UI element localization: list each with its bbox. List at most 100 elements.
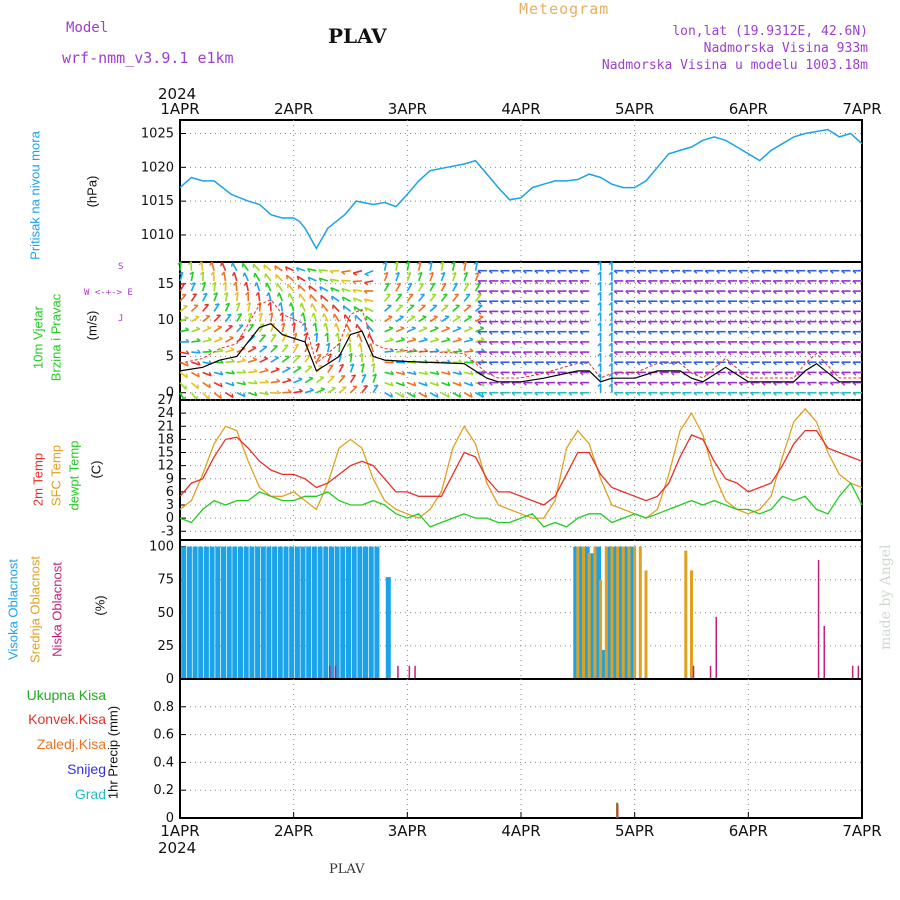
wind-barb-head <box>841 290 846 295</box>
wind-barb <box>299 293 306 302</box>
wind-barb-head <box>750 331 755 335</box>
wind-barb <box>429 282 436 292</box>
wind-barb <box>365 315 374 323</box>
wind-barb-head <box>511 290 516 295</box>
wind-barb-head <box>357 342 361 347</box>
wind-barb-head <box>761 310 766 315</box>
wind-barb-head <box>841 351 846 356</box>
wind-barb-head <box>424 393 428 398</box>
wind-barb-head <box>395 271 400 275</box>
wind-barb-head <box>253 380 258 384</box>
wind-barb <box>406 327 416 333</box>
wind-barb-head <box>608 261 613 266</box>
wind-barb <box>406 272 412 282</box>
wind-barb-head <box>464 282 469 286</box>
wind-barb-head <box>253 368 258 373</box>
wind-barb-head <box>407 282 413 286</box>
precip-ytick-label: 0.6 <box>153 728 174 743</box>
wind-barb-head <box>274 356 279 359</box>
wind-barb <box>452 272 457 282</box>
wind-barb <box>384 316 393 323</box>
wind-barb-head <box>329 270 334 275</box>
wind-barb-head <box>613 371 618 376</box>
wind-barb <box>287 283 295 292</box>
cloud-bar-mid <box>610 546 614 678</box>
wind-barb-head <box>341 296 345 302</box>
wind-barb-head <box>841 280 846 285</box>
wind-barb <box>406 293 414 302</box>
wind-barb-head <box>659 392 664 396</box>
wind-barb <box>288 292 295 302</box>
wind-barb-head <box>716 270 720 274</box>
wind-barb-head <box>716 300 720 305</box>
wind-barb <box>281 344 289 353</box>
wind-barb-head <box>579 280 584 285</box>
wind-barb <box>275 273 283 282</box>
wind-barb <box>263 264 272 272</box>
cloud-bar-mid <box>593 546 597 678</box>
wind-barb-head <box>209 261 213 266</box>
wind-barb-head <box>185 350 190 355</box>
wind-barb-head <box>477 331 482 335</box>
wind-barb <box>395 293 403 302</box>
wind-barb-head <box>511 310 516 315</box>
wind-barb-head <box>332 313 336 319</box>
wind-barb <box>242 262 249 272</box>
wind-barb-head <box>220 382 223 387</box>
wind-barb <box>307 268 317 272</box>
wind-barb <box>372 373 377 383</box>
wind-barb-head <box>399 315 404 318</box>
wind-barb-head <box>670 331 675 335</box>
wind-barb-head <box>195 326 201 330</box>
wind-barb <box>236 391 246 398</box>
wind-barb-head <box>261 334 266 337</box>
place-title: PLAV <box>328 24 387 48</box>
wind-barb <box>314 322 318 332</box>
cloud-bar-high <box>238 546 243 678</box>
wind-barb-head <box>557 361 561 366</box>
wind-barb-head <box>795 321 800 325</box>
wind-barb-head <box>784 270 789 274</box>
wind-barb <box>418 371 428 376</box>
wind-barb <box>236 381 246 386</box>
wind-barb-head <box>198 261 203 266</box>
wind-barb-head <box>841 341 846 346</box>
wind-barb <box>364 306 374 313</box>
wind-barb-head <box>670 300 675 305</box>
wind-barb-head <box>608 373 613 377</box>
wind-barb-head <box>818 341 823 346</box>
wind-barb <box>213 292 219 302</box>
wind-barb-head <box>280 322 285 326</box>
wind-barb-head <box>608 332 613 337</box>
wind-barb <box>441 338 451 343</box>
cloud-ytick-label: 25 <box>157 639 174 654</box>
cloud-bar-high <box>243 546 249 678</box>
wind-barb <box>248 381 258 385</box>
temperature-ytick-label: 18 <box>157 432 174 447</box>
wind-barb-head <box>440 271 446 275</box>
cloud-bar-high <box>226 546 232 678</box>
wind-barb-head <box>750 310 755 315</box>
pressure-ytick-label: 1025 <box>141 127 174 142</box>
wind-barb-head <box>458 348 463 352</box>
wind-barb <box>327 375 335 384</box>
wind-barb <box>357 333 363 343</box>
wind-barb-head <box>625 331 630 335</box>
wind-barb-head <box>818 392 823 396</box>
wind-series-speed <box>179 323 862 383</box>
wind-barb-head <box>480 337 485 341</box>
cloud-bar-mid <box>690 570 693 678</box>
wind-barb-head <box>420 293 425 296</box>
wind-barb <box>395 350 405 353</box>
wind-barb-head <box>534 310 539 315</box>
wind-barb-head <box>727 270 732 274</box>
wind-barb-head <box>266 292 270 297</box>
wind-barb-head <box>211 281 216 286</box>
wind-barb-head <box>738 290 743 295</box>
cloud-bar-mid <box>616 546 620 678</box>
wind-barb-head <box>727 300 732 305</box>
wind-barb-head <box>268 312 273 316</box>
wind-barb <box>179 329 189 333</box>
wind-barb-head <box>647 341 652 346</box>
wind-barb <box>264 273 272 282</box>
